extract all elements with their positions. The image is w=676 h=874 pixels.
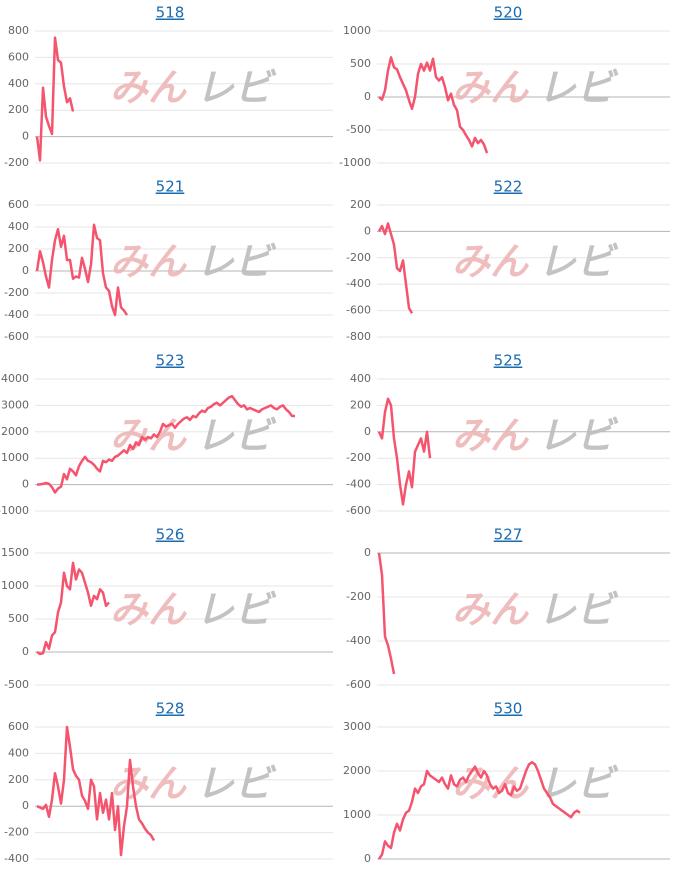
y-tick-label: -400	[346, 277, 371, 290]
y-tick-label: 200	[8, 103, 29, 116]
watermark: みん	[110, 588, 187, 632]
y-tick-label: 2000	[1, 425, 29, 438]
y-tick-label: 400	[8, 77, 29, 90]
watermark: レビ	[196, 414, 277, 458]
y-tick-label: 0	[22, 645, 29, 658]
y-tick-label: -500	[4, 678, 29, 691]
y-tick-label: 1000	[343, 808, 371, 821]
y-tick-label: 1000	[343, 24, 371, 37]
y-tick-label: 4000	[1, 372, 29, 385]
y-tick-label: -600	[346, 678, 371, 691]
y-tick-label: 0	[22, 130, 29, 143]
watermark: レビ	[196, 762, 277, 806]
line-series	[377, 760, 581, 860]
watermark: みん	[452, 240, 529, 284]
y-tick-label: 1000	[1, 451, 29, 464]
y-tick-label: 1500	[1, 546, 29, 559]
y-tick-label: -400	[4, 308, 29, 321]
y-tick-label: 3000	[1, 398, 29, 411]
watermark: みん	[110, 240, 187, 284]
y-tick-label: -400	[346, 634, 371, 647]
y-tick-label: 400	[8, 220, 29, 233]
y-tick-label: -200	[346, 451, 371, 464]
y-tick-label: -1000	[339, 156, 371, 169]
watermark: レビ	[196, 588, 277, 632]
y-tick-label: -200	[4, 156, 29, 169]
y-tick-label: -400	[4, 852, 29, 865]
y-tick-label: -200	[346, 590, 371, 603]
y-tick-label: -400	[346, 478, 371, 491]
chart-title[interactable]: 518	[156, 4, 185, 22]
chart-title[interactable]: 525	[494, 352, 523, 370]
y-tick-label: 0	[22, 799, 29, 812]
chart-title[interactable]: 527	[494, 526, 523, 544]
line-series	[36, 394, 295, 494]
watermark: レビ	[538, 66, 619, 110]
y-tick-label: 0	[22, 478, 29, 491]
watermark: レビ	[538, 588, 619, 632]
y-tick-label: 200	[350, 198, 371, 211]
y-tick-label: -500	[346, 123, 371, 136]
y-tick-label: 200	[8, 773, 29, 786]
y-tick-label: 2000	[343, 764, 371, 777]
y-tick-label: 400	[8, 746, 29, 759]
chart-title[interactable]: 520	[494, 4, 523, 22]
watermark: みん	[110, 66, 187, 110]
watermark: みん	[452, 414, 529, 458]
y-tick-label: -200	[346, 251, 371, 264]
line-series	[377, 552, 396, 675]
y-tick-label: 1000	[1, 579, 29, 592]
y-tick-label: 400	[350, 372, 371, 385]
y-tick-label: -600	[4, 330, 29, 343]
chart-title[interactable]: 526	[156, 526, 185, 544]
y-tick-label: 0	[364, 852, 371, 865]
y-tick-label: 0	[364, 224, 371, 237]
watermark: レビ	[196, 240, 277, 284]
watermark: レビ	[196, 66, 277, 110]
watermark: みん	[452, 588, 529, 632]
y-tick-label: 3000	[343, 720, 371, 733]
line-series	[36, 561, 110, 656]
line-series	[35, 36, 75, 162]
y-tick-label: 0	[22, 264, 29, 277]
y-tick-label: -800	[346, 330, 371, 343]
y-tick-label: 800	[8, 24, 29, 37]
line-series	[35, 223, 129, 317]
line-series	[377, 397, 432, 506]
chart-title[interactable]: 528	[156, 700, 185, 718]
watermark: レビ	[538, 414, 619, 458]
y-tick-label: 500	[8, 612, 29, 625]
watermark: みん	[110, 762, 187, 806]
watermark: レビ	[538, 240, 619, 284]
y-tick-label: -1000	[0, 504, 29, 517]
y-tick-label: -200	[4, 826, 29, 839]
line-series	[36, 725, 156, 857]
y-tick-label: 600	[8, 50, 29, 63]
y-tick-label: 200	[350, 398, 371, 411]
y-tick-label: 200	[8, 242, 29, 255]
line-series	[378, 56, 489, 154]
y-tick-label: 0	[364, 425, 371, 438]
y-tick-label: -600	[346, 304, 371, 317]
watermark: みん	[452, 66, 529, 110]
chart-title[interactable]: 521	[156, 178, 185, 196]
y-tick-label: -600	[346, 504, 371, 517]
line-series	[377, 222, 414, 314]
chart-title[interactable]: 530	[494, 700, 523, 718]
y-tick-label: 0	[364, 90, 371, 103]
y-tick-label: -200	[4, 286, 29, 299]
y-tick-label: 600	[8, 720, 29, 733]
chart-title[interactable]: 523	[156, 352, 185, 370]
chart-title[interactable]: 522	[494, 178, 523, 196]
y-tick-label: 500	[350, 57, 371, 70]
y-tick-label: 0	[364, 546, 371, 559]
y-tick-label: 600	[8, 198, 29, 211]
